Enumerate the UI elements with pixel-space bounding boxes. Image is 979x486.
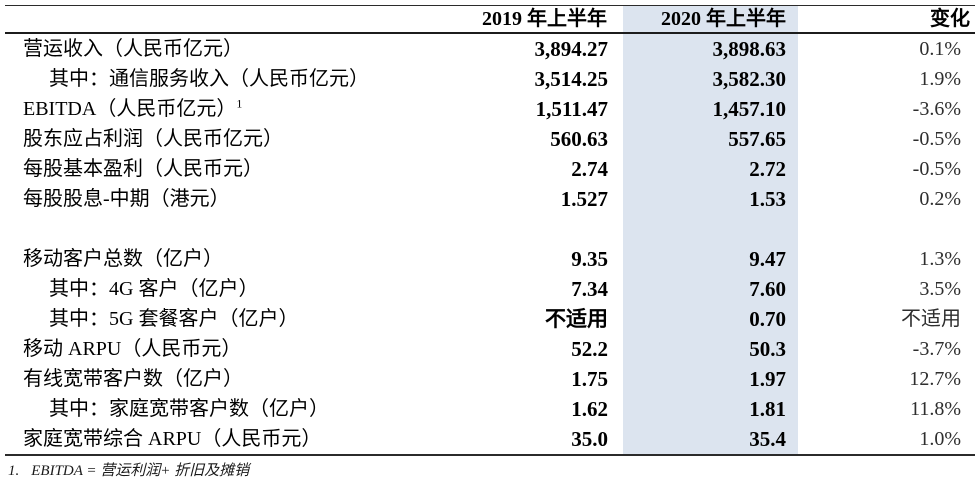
value-change: -0.5%: [912, 158, 961, 180]
value-change: -3.7%: [912, 338, 961, 360]
value-change: -3.6%: [912, 98, 961, 120]
value-change: 1.0%: [919, 428, 961, 450]
value-2020-h1: 1,457.10: [712, 97, 787, 121]
value-2019-h1: 3,514.25: [534, 67, 609, 91]
value-2020-h1: 35.4: [749, 427, 786, 451]
value-2020-h1: 7.60: [749, 277, 786, 301]
value-2019-h1: 52.2: [571, 337, 608, 361]
row-label: EBITDA（人民币亿元）1: [23, 96, 243, 120]
row-label: 营运收入（人民币亿元）: [23, 38, 243, 60]
table-row: 其中：家庭宽带客户数（亿户） 1.62 1.81 11.8%: [5, 394, 975, 424]
table-row: 有线宽带客户数（亿户） 1.75 1.97 12.7%: [5, 364, 975, 394]
row-label: 移动 ARPU（人民币元）: [23, 338, 242, 360]
row-label: 其中：4G 客户（亿户）: [49, 278, 259, 300]
table-row: 其中：5G 套餐客户（亿户） 不适用 0.70 不适用: [5, 304, 975, 334]
value-2020-h1: 1.97: [749, 367, 786, 391]
value-change: 11.8%: [910, 398, 961, 420]
row-label: 家庭宽带综合 ARPU（人民币元）: [23, 428, 322, 450]
value-2019-h1: 1.527: [560, 187, 608, 211]
header-2020-h1: 2020 年上半年: [661, 8, 786, 30]
table-row: 移动客户总数（亿户） 9.35 9.47 1.3%: [5, 244, 975, 274]
table-row: 每股基本盈利（人民币元） 2.74 2.72 -0.5%: [5, 154, 975, 184]
value-change: 1.3%: [919, 248, 961, 270]
value-2020-h1: 1.53: [749, 187, 786, 211]
value-2019-h1: 3,894.27: [534, 37, 609, 61]
value-change: 12.7%: [909, 368, 961, 390]
value-2020-h1: 9.47: [749, 247, 786, 271]
financial-results-table: 2019 年上半年 2020 年上半年 变化 营运收入（人民币亿元） 3,894.…: [5, 5, 975, 456]
value-change: -0.5%: [912, 128, 961, 150]
row-label: 每股股息-中期（港元）: [23, 188, 230, 210]
table-row: 每股股息-中期（港元） 1.527 1.53 0.2%: [5, 184, 975, 214]
value-2019-h1: 9.35: [571, 247, 608, 271]
row-label: 其中：5G 套餐客户（亿户）: [49, 308, 299, 330]
table-row: 股东应占利润（人民币亿元） 560.63 557.65 -0.5%: [5, 124, 975, 154]
table-row: EBITDA（人民币亿元）1 1,511.47 1,457.10 -3.6%: [5, 94, 975, 124]
footnote-reference: 1: [236, 96, 243, 111]
row-label: 每股基本盈利（人民币元）: [23, 158, 263, 180]
value-2020-h1: 50.3: [749, 337, 786, 361]
value-change: 1.9%: [919, 68, 961, 90]
header-change: 变化: [930, 8, 970, 30]
table-body: 营运收入（人民币亿元） 3,894.27 3,898.63 0.1% 其中：通信服务收入…: [5, 34, 975, 456]
value-2019-h1: 2.74: [571, 157, 608, 181]
value-change: 不适用: [901, 308, 961, 330]
value-change: 0.2%: [919, 188, 961, 210]
header-2019-h1: 2019 年上半年: [482, 8, 607, 30]
value-2020-h1: 557.65: [728, 127, 786, 151]
value-2019-h1: 560.63: [550, 127, 608, 151]
table-header-row: 2019 年上半年 2020 年上半年 变化: [5, 5, 975, 34]
value-change: 0.1%: [919, 38, 961, 60]
table-row: 其中：4G 客户（亿户） 7.34 7.60 3.5%: [5, 274, 975, 304]
footnote-text: EBITDA = 营运利润+ 折旧及摊销: [31, 463, 250, 479]
spacer-row: [5, 214, 975, 244]
value-2019-h1: 不适用: [545, 307, 608, 331]
highlight-column-2020: [623, 5, 798, 455]
value-2019-h1: 1.62: [571, 397, 608, 421]
value-2020-h1: 1.81: [749, 397, 786, 421]
table-row: 移动 ARPU（人民币元） 52.2 50.3 -3.7%: [5, 334, 975, 364]
value-2019-h1: 1.75: [571, 367, 608, 391]
value-2019-h1: 1,511.47: [535, 97, 608, 121]
value-2020-h1: 2.72: [749, 157, 786, 181]
row-label: 其中：通信服务收入（人民币亿元）: [49, 68, 369, 90]
row-label: 其中：家庭宽带客户数（亿户）: [49, 398, 329, 420]
row-label: 移动客户总数（亿户）: [23, 248, 223, 270]
footnote-marker: 1.: [8, 463, 20, 479]
value-2019-h1: 35.0: [571, 427, 608, 451]
value-change: 3.5%: [919, 278, 961, 300]
value-2019-h1: 7.34: [571, 277, 608, 301]
row-label: 有线宽带客户数（亿户）: [23, 368, 243, 390]
table-row: 营运收入（人民币亿元） 3,894.27 3,898.63 0.1%: [5, 34, 975, 64]
table-row: 家庭宽带综合 ARPU（人民币元） 35.0 35.4 1.0%: [5, 424, 975, 454]
value-2020-h1: 3,582.30: [712, 67, 787, 91]
footnote: 1. EBITDA = 营运利润+ 折旧及摊销: [8, 459, 249, 480]
table-row: 其中：通信服务收入（人民币亿元） 3,514.25 3,582.30 1.9%: [5, 64, 975, 94]
value-2020-h1: 0.70: [749, 307, 786, 331]
value-2020-h1: 3,898.63: [712, 37, 787, 61]
row-label: 股东应占利润（人民币亿元）: [23, 128, 283, 150]
